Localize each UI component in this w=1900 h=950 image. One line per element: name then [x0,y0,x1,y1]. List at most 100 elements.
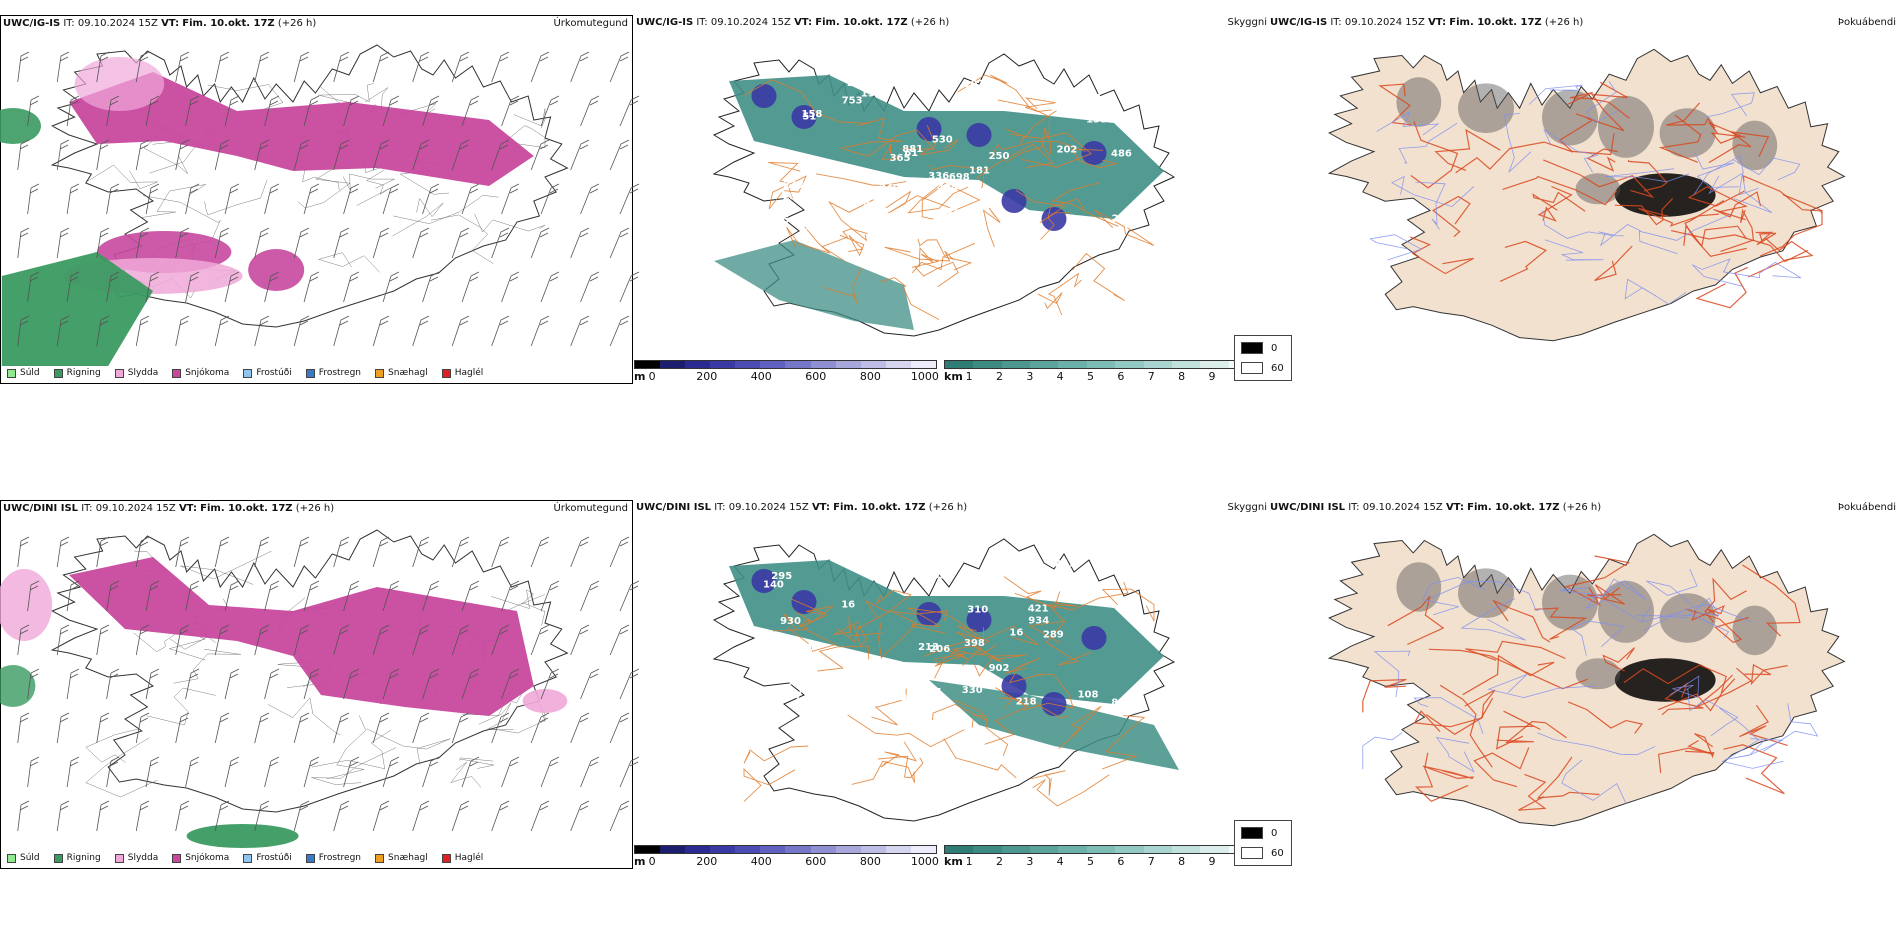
ceiling-value-label: 213 [918,642,939,653]
visibility-colorbar-segment [1200,361,1229,368]
precip-legend-swatch [53,368,63,378]
visibility-colorbar-segment [1115,361,1144,368]
ceiling-colorbar-segment [635,846,661,853]
ceiling-value-label: 202 [1057,144,1078,155]
ceiling-unit: m [634,370,646,383]
visibility-colorbar [944,845,1258,854]
visibility-ticks: 12345678910 [944,370,1258,384]
ceiling-value-label: 317 [781,690,802,701]
ceiling-value-label: 240 [938,672,959,683]
panel-title: UWC/DINI ISL IT: 09.10.2024 15Z VT: Fim.… [1270,502,1602,513]
ceiling-value-label: 205 [926,570,947,581]
precip-legend-swatch [441,368,451,378]
ceiling-value-label: 530 [932,134,953,145]
ceiling-value-label: 314 [798,221,819,232]
precip-legend-item: Snæhagl [375,853,428,863]
rain-area [1,252,153,366]
visibility-colorbar-segment [1143,361,1172,368]
ceiling-value-label: 402 [861,215,882,226]
ceiling-value-label: 289 [1043,629,1064,640]
precip-legend-swatch [375,853,385,863]
fog-patch [1598,580,1654,643]
wind-barbs [17,51,640,347]
ceiling-value-label: 402 [901,693,922,704]
ceiling-value-label: 698 [949,172,970,183]
ceiling-value-label: 218 [1016,696,1037,707]
visibility-tick: 6 [1117,855,1125,868]
precip-legend-label: Snjókoma [185,853,230,863]
precip-legend-item: Frostúði [243,853,292,863]
visibility-tick: 6 [1117,370,1125,383]
ceiling-value-label: 240 [879,183,900,194]
ceiling-colorbar-segment [910,361,936,368]
ceiling-tick: 600 [805,370,827,383]
low-ceiling-patch [966,608,992,632]
ceiling-colorbar-segment [910,846,936,853]
fog-index-map [1327,48,1846,342]
visibility-unit: km [944,855,963,868]
fog-legend-dark: 0 [1271,342,1278,354]
sleet-area [74,57,165,111]
ceiling-unit: m [634,855,646,868]
low-ceiling-patch [751,569,777,593]
precip-legend-item: Slydda [114,368,159,378]
ceiling-value-label: 253 [788,655,809,666]
precip-type-label: Úrkomutegund [553,18,628,29]
precip-legend-item: Frostregn [305,853,361,863]
ceiling-value-label: 398 [964,638,985,649]
ceiling-value-label: 192 [1026,579,1047,590]
roads [743,74,1155,320]
visibility-colorbar-segment [1001,846,1031,853]
ceiling-colorbar-segment [735,846,761,853]
ceiling-tick: 400 [750,855,772,868]
fog-patch [1732,605,1778,656]
ceiling-value-label: 250 [989,151,1010,162]
low-ceiling-patch [916,602,942,626]
ceiling-value-label: 421 [1028,604,1049,615]
fog-label: Þokuábendi [1837,17,1896,28]
visibility-tick: 1 [965,855,973,868]
ceiling-value-label: 199 [823,671,844,682]
visibility-tick: 3 [1026,855,1034,868]
visibility-panel: 267 16 421 192 398 289 508 402 317 199 253 286 207 14… [634,500,1267,869]
fog-patch [1396,562,1442,612]
ceiling-colorbar [634,845,937,854]
visibility-colorbar-segment [1001,361,1031,368]
rain-area-west [0,108,41,144]
ceiling-value-label: 161 [1043,584,1064,595]
fog-swatch-light [1241,362,1263,374]
ceiling-value-label: 934 [1028,615,1049,626]
ceiling-value-label: 336 [928,171,949,182]
ceiling-value-label: 486 [1111,148,1132,159]
precip-legend-label: Slydda [127,368,159,378]
forecast-row-dini: UWC/DINI ISL IT: 09.10.2024 15Z VT: Fim.… [0,500,1900,872]
visibility-colorbar [944,360,1258,369]
low-ceiling-patch [751,84,777,108]
precip-legend-label: Snæhagl [388,853,428,863]
fog-swatch-light [1241,847,1263,859]
ceiling-colorbar [634,360,937,369]
visibility-tick: 3 [1026,370,1034,383]
precip-legend-label: Snjókoma [185,368,230,378]
panel-title: UWC/DINI ISL IT: 09.10.2024 15Z VT: Fim.… [636,502,968,513]
precip-legend-item: Frostregn [305,368,361,378]
precip-legend-item: Súld [7,368,40,378]
precip-legend-item: Frostúði [243,368,292,378]
ceiling-value-label: 207 [920,687,941,698]
visibility-unit: km [944,370,963,383]
ceiling-value-label: 559 [1071,109,1092,120]
visibility-tick: 2 [995,370,1003,383]
visibility-tick: 4 [1056,855,1064,868]
ceiling-colorbar-segment [685,361,711,368]
visibility-tick: 8 [1178,370,1186,383]
ceiling-ticks: 0 200 400 600 800 1000 [634,855,939,869]
ceiling-tick: 800 [859,370,881,383]
low-ceiling-patch [791,105,817,129]
panel-title: UWC/IG-IS IT: 09.10.2024 15Z VT: Fim. 10… [1270,17,1584,28]
fog-swatch-dark [1241,342,1263,354]
ceiling-value-label: 806 [988,101,1009,112]
visibility-tick: 9 [1208,855,1216,868]
fog-patch [1614,658,1716,702]
low-ceiling-patch [1081,626,1107,650]
ceiling-value-label: 681 [786,647,807,658]
